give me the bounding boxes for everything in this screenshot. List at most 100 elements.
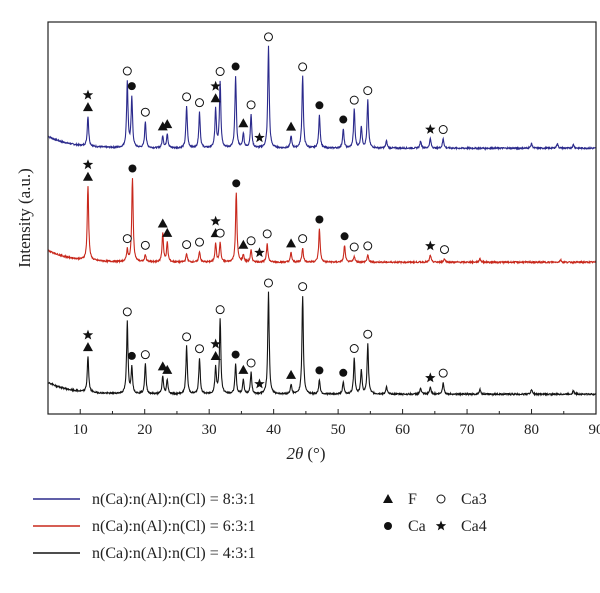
x-axis-label: 2θ (°) xyxy=(287,444,326,463)
marker-open-circle xyxy=(298,234,308,244)
marker-star xyxy=(254,378,265,389)
marker-open-circle xyxy=(182,92,192,102)
marker-star-legend xyxy=(435,520,447,531)
x-axis: 10 20 30 40 50 60 70 80 90 xyxy=(47,409,600,438)
marker-triangle xyxy=(157,121,168,131)
marker-open-circle xyxy=(195,344,205,354)
marker-triangle xyxy=(82,342,93,352)
marker-star xyxy=(425,240,436,251)
y-axis-label: Intensity (a.u.) xyxy=(15,168,34,268)
marker-open-circle xyxy=(262,229,272,239)
marker-triangle xyxy=(162,364,173,374)
x-axis-label-symbol: 2θ xyxy=(287,444,304,463)
marker-triangle xyxy=(286,238,297,248)
legend-label-1: n(Ca):n(Al):n(Cl) = 8:3:1 xyxy=(92,491,256,508)
marker-open-circle xyxy=(195,237,205,247)
marker-filled-circle-legend xyxy=(384,522,392,530)
marker-star xyxy=(210,215,221,226)
marker-open-circle xyxy=(263,278,273,288)
marker-filled-circle xyxy=(315,215,324,224)
marker-triangle xyxy=(162,227,173,237)
marker-open-circle xyxy=(246,236,256,246)
marker-open-circle xyxy=(438,368,448,378)
marker-open-circle xyxy=(438,125,448,135)
marker-star xyxy=(82,329,94,340)
marker-filled-circle xyxy=(127,82,136,91)
plot-frame xyxy=(47,21,597,415)
x-tick-label: 10 xyxy=(73,422,88,438)
x-tick-label: 30 xyxy=(202,422,217,438)
marker-open-circle xyxy=(363,241,373,251)
marker-triangle xyxy=(286,121,297,131)
marker-filled-circle xyxy=(315,101,324,110)
marker-open-circle-legend xyxy=(436,494,446,504)
marker-open-circle xyxy=(298,62,308,72)
marker-star xyxy=(210,80,221,91)
legend: n(Ca):n(Al):n(Cl) = 8:3:1 n(Ca):n(Al):n(C… xyxy=(33,491,487,562)
marker-triangle xyxy=(157,361,168,371)
marker-filled-circle xyxy=(231,62,240,71)
marker-triangle xyxy=(82,102,93,112)
marker-star xyxy=(254,132,265,143)
marker-star xyxy=(210,338,221,349)
plot-area xyxy=(47,32,597,397)
marker-open-circle xyxy=(140,350,150,360)
marker-open-circle xyxy=(363,329,373,339)
marker-filled-circle xyxy=(231,350,240,359)
legend-phase-f: F xyxy=(408,491,417,508)
marker-filled-circle xyxy=(232,179,241,188)
marker-open-circle xyxy=(349,242,359,252)
marker-star xyxy=(82,159,94,170)
marker-star xyxy=(82,89,94,100)
marker-open-circle xyxy=(246,358,256,368)
marker-triangle xyxy=(238,118,249,128)
marker-open-circle xyxy=(363,86,373,96)
marker-open-circle xyxy=(195,98,205,108)
x-axis-label-unit: (°) xyxy=(307,444,325,463)
legend-label-2: n(Ca):n(Al):n(Cl) = 6:3:1 xyxy=(92,518,256,535)
series-line-1 xyxy=(47,45,596,151)
marker-open-circle xyxy=(122,66,132,76)
marker-filled-circle xyxy=(339,115,348,124)
marker-open-circle xyxy=(349,344,359,354)
marker-filled-circle xyxy=(128,164,137,173)
marker-open-circle xyxy=(215,228,225,238)
marker-triangle xyxy=(238,364,249,374)
x-tick-label: 80 xyxy=(524,422,539,438)
marker-triangle xyxy=(82,171,93,181)
marker-triangle-legend xyxy=(383,494,393,503)
marker-star xyxy=(254,247,265,258)
marker-open-circle xyxy=(182,240,192,250)
marker-open-circle xyxy=(439,245,449,255)
series-line-3 xyxy=(47,291,597,397)
legend-label-3: n(Ca):n(Al):n(Cl) = 4:3:1 xyxy=(92,545,256,562)
legend-phase-ca3: Ca3 xyxy=(461,491,487,508)
legend-phase-ca4: Ca4 xyxy=(461,518,487,535)
marker-open-circle xyxy=(140,240,150,250)
x-tick-label: 70 xyxy=(460,422,475,438)
marker-triangle xyxy=(157,218,168,228)
marker-open-circle xyxy=(349,95,359,105)
marker-triangle xyxy=(210,351,221,361)
marker-open-circle xyxy=(140,107,150,117)
marker-triangle xyxy=(238,239,249,249)
marker-filled-circle xyxy=(339,368,348,377)
marker-filled-circle xyxy=(127,351,136,360)
marker-triangle xyxy=(162,119,173,129)
marker-filled-circle xyxy=(340,232,349,241)
marker-star xyxy=(425,372,436,383)
marker-open-circle xyxy=(298,282,308,292)
x-tick-label: 60 xyxy=(395,422,410,438)
marker-filled-circle xyxy=(315,366,324,375)
marker-star xyxy=(425,124,436,134)
marker-triangle xyxy=(210,93,221,103)
series-line-2 xyxy=(47,178,597,265)
marker-open-circle xyxy=(122,307,132,317)
marker-open-circle xyxy=(263,32,273,42)
x-tick-label: 40 xyxy=(266,422,281,438)
x-tick-label: 50 xyxy=(331,422,346,438)
marker-open-circle xyxy=(246,100,256,110)
x-tick-label: 20 xyxy=(137,422,152,438)
x-tick-label: 90 xyxy=(589,422,600,438)
